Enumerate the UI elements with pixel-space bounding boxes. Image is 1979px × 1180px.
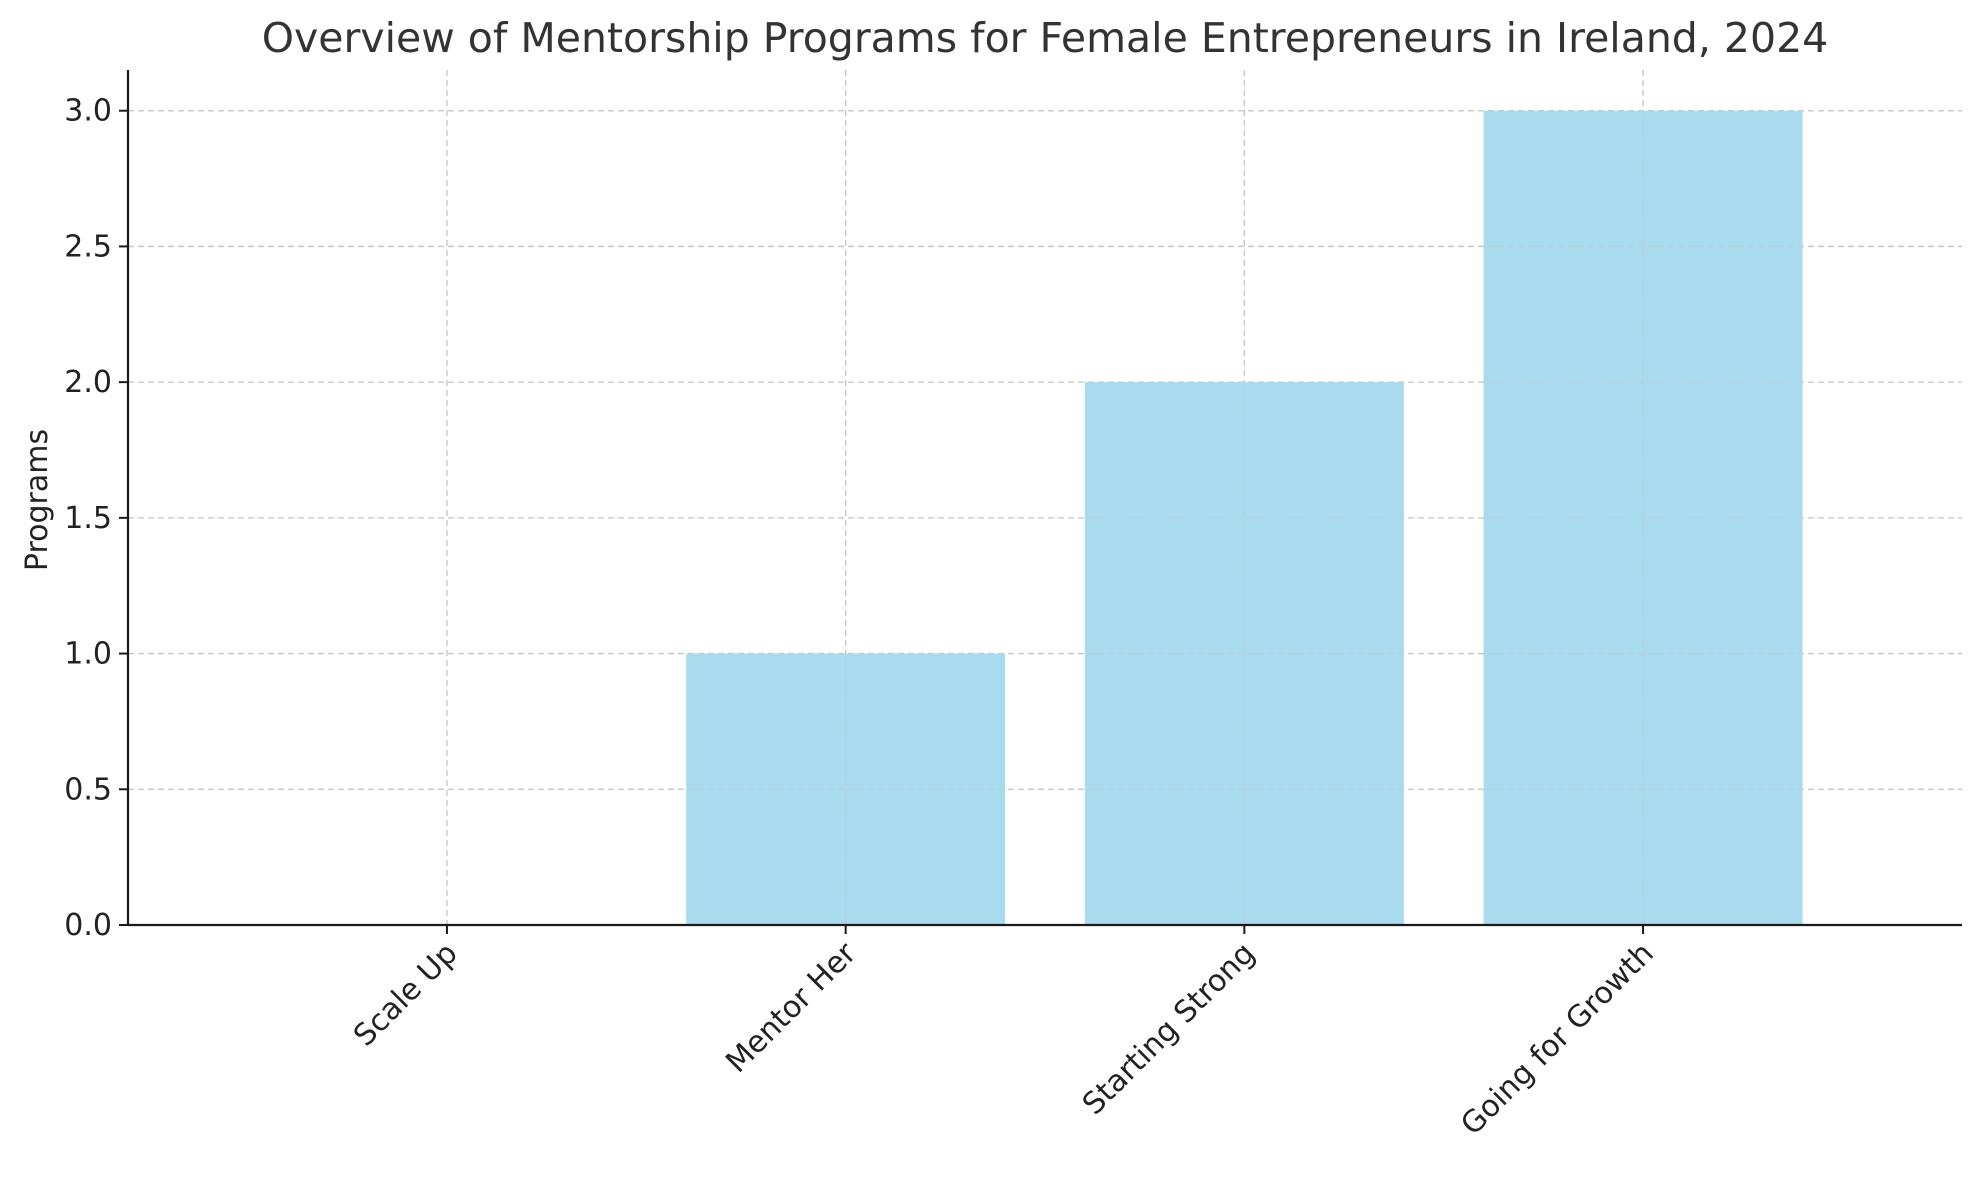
bars xyxy=(128,70,1962,926)
y-tick-label: 1.5 xyxy=(64,501,112,536)
x-axis-ticks: Scale Up Mentor Her Starting Strong Going f… xyxy=(347,925,1661,1142)
axes xyxy=(126,70,1962,927)
x-tick-label: Going for Growth xyxy=(1454,936,1660,1142)
y-axis-ticks: 0.0 0.5 1.0 1.5 2.0 2.5 3.0 xyxy=(64,94,128,943)
y-tick-label: 3.0 xyxy=(64,94,112,129)
y-tick-label: 0.0 xyxy=(64,908,112,943)
x-tick-label: Mentor Her xyxy=(719,935,864,1080)
x-tick-label: Starting Strong xyxy=(1076,936,1262,1122)
y-tick-label: 2.0 xyxy=(64,365,112,400)
chart-title: Overview of Mentorship Programs for Fema… xyxy=(262,14,1829,62)
y-tick-label: 1.0 xyxy=(64,637,112,672)
y-tick-label: 2.5 xyxy=(64,229,112,264)
x-tick-label: Scale Up xyxy=(347,936,465,1054)
y-tick-label: 0.5 xyxy=(64,772,112,807)
y-axis-label: Programs xyxy=(20,429,55,571)
